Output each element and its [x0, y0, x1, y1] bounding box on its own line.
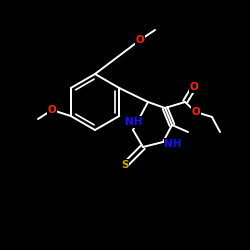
Text: NH: NH [125, 117, 143, 127]
Text: O: O [192, 107, 200, 117]
Text: O: O [136, 35, 144, 45]
Text: O: O [48, 105, 56, 115]
Text: NH: NH [164, 139, 182, 149]
Text: S: S [121, 160, 129, 170]
Text: O: O [190, 82, 198, 92]
